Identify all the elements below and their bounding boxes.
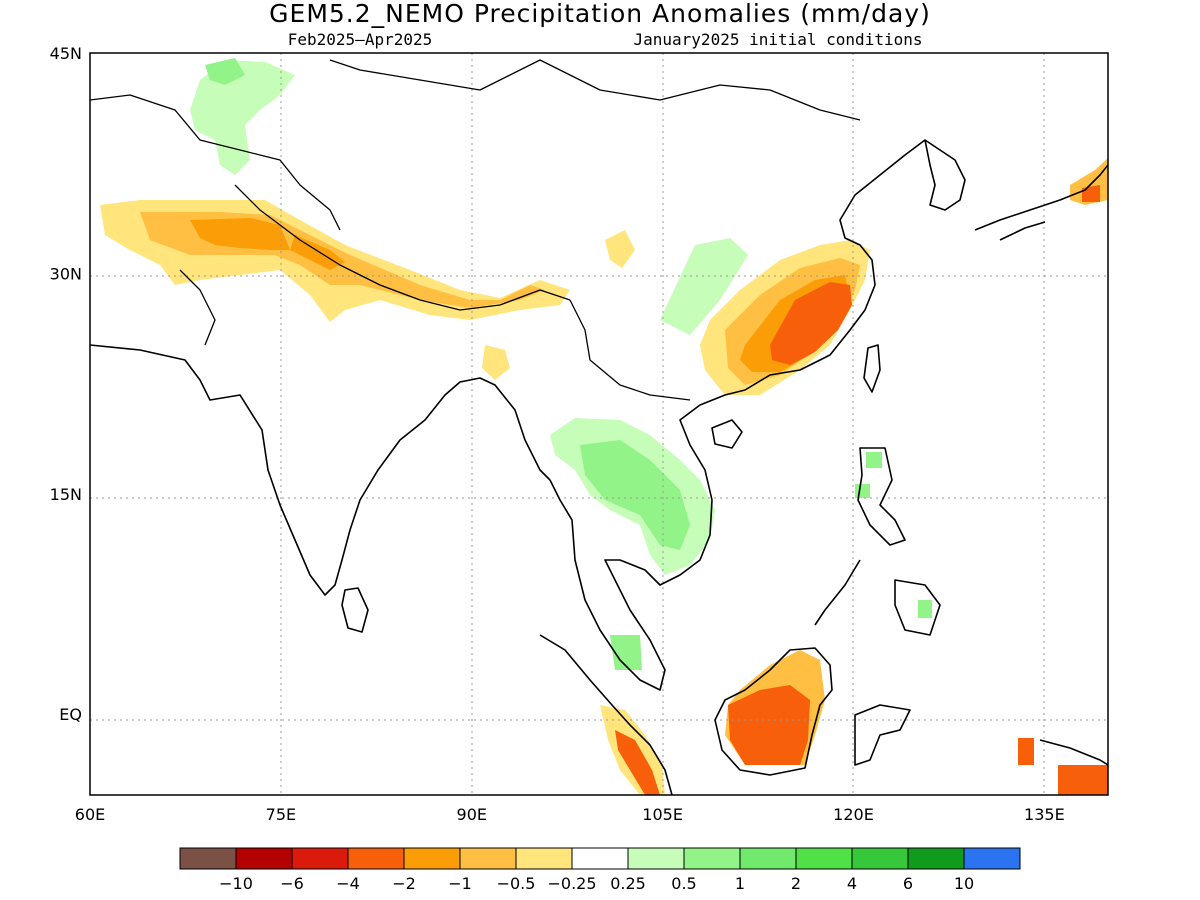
grid-lines [90, 53, 1108, 795]
anomaly-shading-layer [100, 58, 1108, 795]
map-frame [89, 52, 1109, 796]
coastline-korea [924, 139, 966, 211]
coastline-borneo [714, 647, 833, 776]
coastline-sulawesi [854, 704, 911, 766]
colorbar-swatch [851, 847, 909, 870]
colorbar-label: 0.5 [671, 874, 696, 893]
anomaly-region-nepal [290, 235, 345, 270]
colorbar-swatch [515, 847, 573, 870]
colorbar-label: −6 [280, 874, 304, 893]
anomaly-region-new-guinea [1058, 765, 1108, 795]
coastline-taiwan [863, 344, 881, 393]
coastline-mindanao [894, 579, 941, 636]
map-title: GEM5.2_NEMO Precipitation Anomalies (mm/… [269, 0, 931, 28]
coastlines-and-borders [90, 59, 1108, 795]
anomaly-region-mindanao-wet [918, 600, 932, 618]
coastline-luzon [857, 447, 906, 546]
anomaly-region-central-asia-wet [190, 60, 295, 175]
colorbar-label: −4 [336, 874, 360, 893]
colorbar-swatch [627, 847, 685, 870]
anomaly-region-sichuan-wet [660, 238, 748, 335]
anomaly-region-tibet-dry-spot [605, 230, 635, 268]
border-india-pakistan [179, 269, 216, 346]
coastline-sri-lanka [341, 587, 369, 633]
longitude-tick-labels: 60E 75E 90E 105E 120E 135E [75, 805, 1065, 824]
anomaly-region-malaysia-wet [610, 635, 642, 670]
border-mongolia-china [329, 59, 861, 121]
anomaly-region-borneo-core [728, 685, 810, 765]
lon-tick-label: 75E [266, 805, 296, 824]
period-subtitle: Feb2025–Apr2025 [288, 30, 433, 49]
lat-tick-label: EQ [59, 705, 82, 724]
colorbar-swatch [235, 847, 293, 870]
colorbar-label: 0.25 [610, 874, 646, 893]
colorbar-swatch [459, 847, 517, 870]
colorbar-label: −0.5 [497, 874, 536, 893]
latitude-tick-labels: 45N 30N 15N EQ [50, 44, 82, 724]
colorbar-label: −1 [448, 874, 472, 893]
colorbar-swatch [795, 847, 853, 870]
anomaly-region-south-china-core [770, 282, 852, 365]
colorbar-label: −2 [392, 874, 416, 893]
coastline-south-asia [90, 344, 551, 596]
coastline-new-guinea [1039, 739, 1108, 766]
colorbar-label: 4 [847, 874, 857, 893]
border-himalaya [234, 184, 571, 311]
border-china-indochina [569, 299, 691, 401]
lon-tick-label: 90E [457, 805, 487, 824]
colorbar-swatch [571, 847, 629, 870]
coastline-sumatra [539, 634, 673, 795]
anomaly-region-myanmar-north [482, 345, 510, 380]
border-central-asia [90, 94, 341, 231]
coastline-indochina [549, 139, 926, 691]
anomaly-region-philippines-wet-1 [866, 452, 882, 468]
colorbar-swatch [179, 847, 237, 870]
coastline-japan [974, 164, 1108, 241]
colorbar-label: 6 [903, 874, 913, 893]
lat-tick-label: 30N [50, 264, 82, 283]
colorbar-label: 2 [791, 874, 801, 893]
lon-tick-label: 135E [1024, 805, 1065, 824]
colorbar-label: 10 [954, 874, 974, 893]
colorbar-swatch [291, 847, 349, 870]
colorbar-swatch [403, 847, 461, 870]
anomaly-region-sulawesi-spot [1018, 738, 1034, 765]
colorbar-label: 1 [735, 874, 745, 893]
colorbar-swatch [907, 847, 965, 870]
colorbar-label: −0.25 [547, 874, 596, 893]
lon-tick-label: 105E [642, 805, 683, 824]
colorbar-swatch [963, 847, 1021, 870]
colorbar-label: −10 [219, 874, 253, 893]
anomaly-region-central-asia-wet-core [205, 58, 245, 85]
initial-conditions-subtitle: January2025 initial conditions [634, 30, 923, 49]
lon-tick-label: 120E [833, 805, 874, 824]
lat-tick-label: 45N [50, 44, 82, 63]
coastline-hainan [711, 419, 743, 449]
anomaly-region-sumatra-core [615, 730, 660, 795]
anomaly-region-philippines-wet-2 [855, 484, 870, 498]
colorbar-swatch [683, 847, 741, 870]
colorbar-swatch [347, 847, 405, 870]
lat-tick-label: 15N [50, 485, 82, 504]
colorbar-swatch [739, 847, 797, 870]
anomaly-region-west-himalaya [190, 218, 290, 250]
coastline-palawan [814, 559, 861, 626]
lon-tick-label: 60E [75, 805, 105, 824]
colorbar-legend: −10 −6 −4 −2 −1 −0.5 −0.25 0.25 0.5 1 2 4 6 10 [179, 847, 1021, 893]
